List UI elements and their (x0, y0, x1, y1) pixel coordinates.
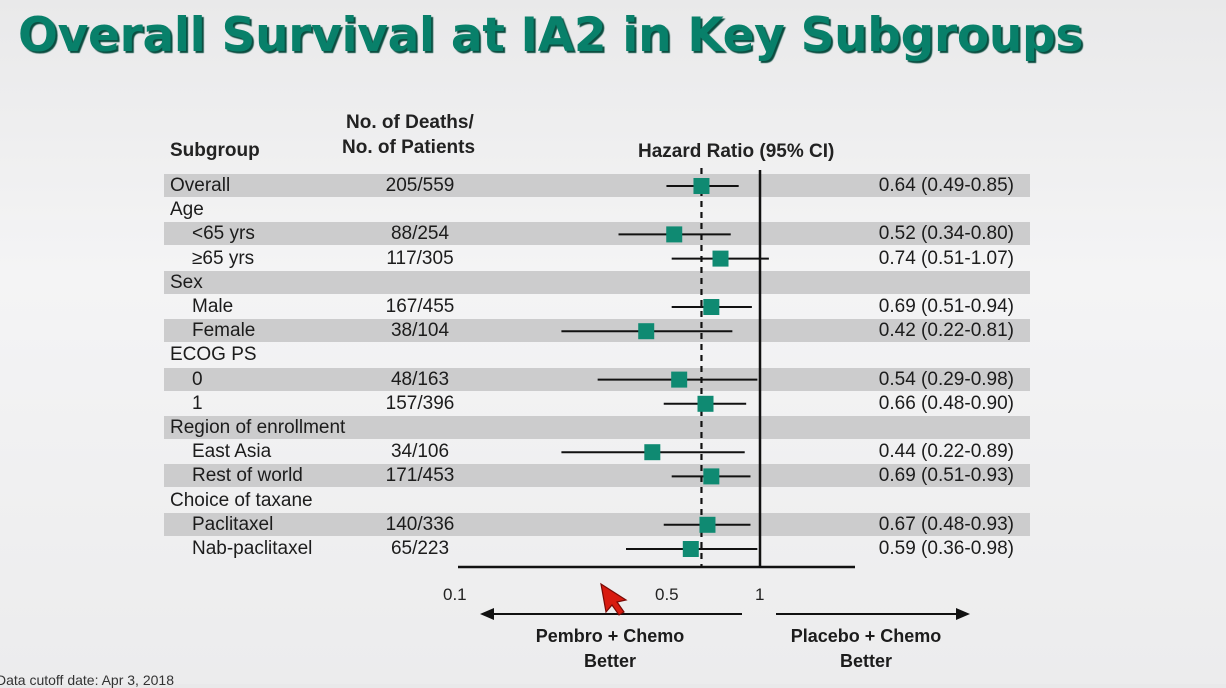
footnote: Data cutoff date: Apr 3, 2018 (0, 672, 174, 688)
subgroup-label: Rest of world (192, 465, 303, 487)
header-deaths-line1: No. of Deaths/ (346, 112, 474, 133)
subgroup-label: East Asia (192, 441, 272, 463)
subgroup-category-label: Age (170, 199, 204, 221)
hazard-ratio-marker (693, 178, 710, 194)
tick-label: 0.5 (655, 585, 679, 604)
row-background (164, 367, 1030, 391)
tick-label: 1 (755, 585, 765, 604)
hazard-ratio-value: 0.59 (0.36-0.98) (878, 538, 1014, 559)
slide-title: Overall Survival at IA2 in Key Subgroups (18, 8, 1084, 63)
subgroup-label: Paclitaxel (192, 513, 274, 535)
hazard-ratio-marker (699, 516, 716, 533)
deaths-patients-value: 167/455 (385, 296, 455, 317)
deaths-patients-value: 117/305 (386, 247, 454, 269)
hazard-ratio-value: 0.54 (0.29-0.98) (878, 368, 1014, 390)
deaths-patients-value: 157/396 (385, 392, 455, 414)
subgroup-label: <65 yrs (192, 223, 255, 245)
header-subgroup: Subgroup (170, 140, 260, 161)
row-background (164, 416, 1030, 439)
hazard-ratio-marker (703, 468, 720, 485)
hazard-ratio-marker (671, 371, 688, 388)
header-deaths-line2: No. of Patients (342, 137, 476, 158)
hazard-ratio-marker (703, 299, 720, 315)
hazard-ratio-marker (644, 444, 661, 461)
hazard-ratio-marker (638, 323, 655, 340)
hazard-ratio-marker (697, 395, 714, 412)
subgroup-category-label: Overall (170, 175, 231, 196)
hazard-ratio-value: 0.64 (0.49-0.85) (878, 175, 1014, 196)
right-direction-label: Placebo + Chemo Better (766, 624, 966, 674)
row-background (164, 464, 1030, 488)
subgroup-category-label: Region of enrollment (170, 417, 346, 438)
hazard-ratio-value: 0.52 (0.34-0.80) (878, 223, 1014, 245)
subgroup-label: ≥65 yrs (192, 247, 255, 269)
subgroup-category-label: ECOG PS (170, 344, 257, 366)
row-background (164, 174, 1030, 197)
subgroup-category-label: Sex (170, 271, 203, 293)
subgroup-label: Nab-paclitaxel (192, 538, 313, 559)
deaths-patients-value: 48/163 (390, 368, 450, 390)
hazard-ratio-value: 0.69 (0.51-0.93) (878, 465, 1014, 487)
deaths-patients-value: 38/104 (390, 320, 450, 342)
left-direction-text: Pembro + Chemo Better (535, 626, 685, 671)
deaths-patients-value: 171/453 (385, 465, 455, 487)
hazard-ratio-value: 0.44 (0.22-0.89) (878, 441, 1014, 463)
tick-label: 0.1 (443, 585, 467, 604)
hazard-ratio-marker (682, 541, 699, 557)
subgroup-label: 1 (192, 392, 203, 414)
mouse-pointer-icon (600, 582, 628, 616)
subgroup-label: 0 (192, 368, 203, 390)
left-direction-label: Pembro + Chemo Better (510, 624, 710, 674)
hazard-ratio-marker (666, 226, 683, 243)
subgroup-label: Female (192, 320, 256, 342)
hazard-ratio-value: 0.67 (0.48-0.93) (878, 513, 1014, 535)
header-hazard-ratio: Hazard Ratio (95% CI) (638, 141, 835, 162)
deaths-patients-value: 65/223 (390, 538, 450, 559)
right-direction-text: Placebo + Chemo Better (790, 626, 942, 671)
row-background (164, 512, 1030, 536)
hazard-ratio-value: 0.42 (0.22-0.81) (878, 320, 1014, 342)
subgroup-label: Male (192, 296, 234, 317)
deaths-patients-value: 205/559 (385, 175, 455, 196)
right-arrowhead-icon (956, 608, 970, 620)
deaths-patients-value: 88/254 (390, 223, 450, 245)
hazard-ratio-value: 0.74 (0.51-1.07) (878, 247, 1014, 269)
hazard-ratio-value: 0.66 (0.48-0.90) (878, 392, 1014, 414)
row-background (164, 222, 1030, 246)
row-background (164, 270, 1030, 294)
deaths-patients-value: 140/336 (385, 513, 455, 535)
hazard-ratio-value: 0.69 (0.51-0.94) (878, 296, 1014, 317)
subgroup-category-label: Choice of taxane (170, 489, 313, 511)
deaths-patients-value: 34/106 (390, 441, 450, 463)
hazard-ratio-marker (712, 250, 729, 267)
left-arrowhead-icon (480, 608, 494, 620)
